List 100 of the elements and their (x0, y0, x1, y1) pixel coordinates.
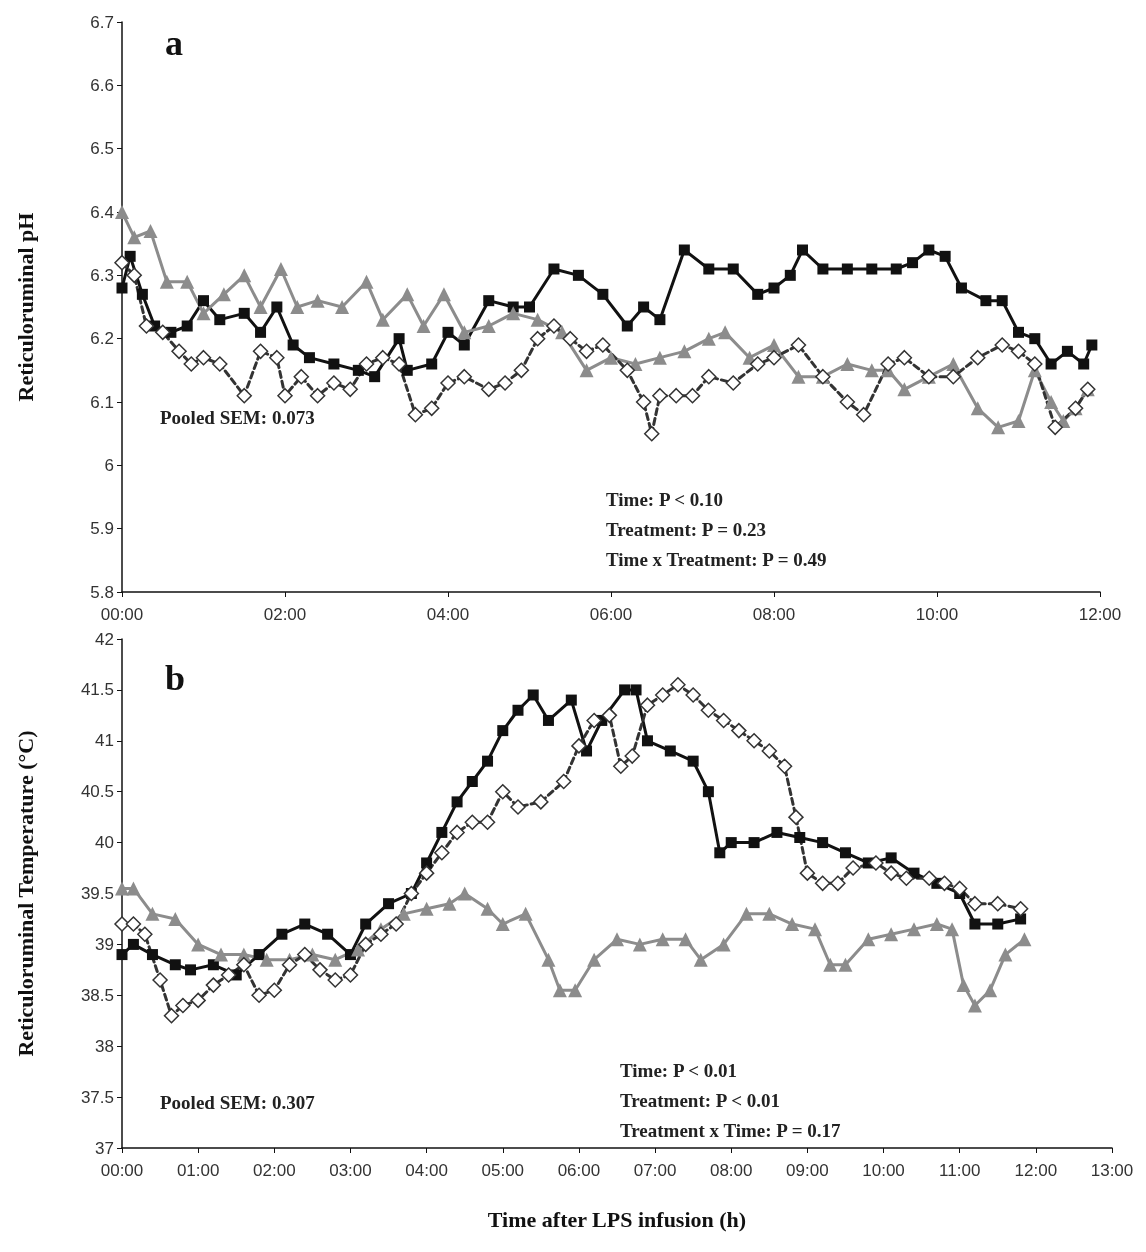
point (1086, 339, 1098, 351)
x-tick-label: 09:00 (786, 1161, 829, 1180)
point (945, 368, 962, 385)
point (542, 714, 554, 726)
point (654, 314, 666, 326)
annotation: Pooled SEM: 0.073 (160, 407, 315, 428)
point (678, 244, 690, 256)
point (992, 918, 1004, 930)
point (748, 837, 760, 849)
point (269, 349, 285, 366)
point (990, 895, 1006, 912)
point (191, 937, 206, 952)
annotation: Time: P < 0.10 (606, 489, 724, 510)
point (884, 927, 899, 942)
point (546, 318, 562, 334)
point (506, 306, 521, 321)
point (126, 267, 142, 284)
point (548, 263, 560, 275)
point (668, 387, 684, 404)
point (273, 262, 288, 276)
y-axis-title: Reticuloruminal Temperature (°C) (12, 730, 38, 1057)
point (839, 847, 851, 859)
point (791, 369, 806, 384)
point (124, 250, 136, 262)
x-tick-label: 12:00 (1078, 605, 1122, 624)
point (1061, 345, 1073, 357)
point (481, 381, 497, 398)
point (212, 356, 228, 372)
annotation: Treatment x Time: P = 0.17 (620, 1120, 841, 1141)
y-tick-label: 6.1 (90, 392, 114, 412)
x-tick-label: 01:00 (176, 1161, 220, 1180)
y-axis-title: Reticuloruminal pH (12, 212, 38, 402)
annotation: Treatment: P = 0.23 (606, 519, 766, 540)
point (1078, 358, 1090, 370)
point (1045, 358, 1057, 370)
point (885, 852, 897, 864)
point (287, 339, 299, 351)
point (823, 957, 838, 972)
y-tick-label: 40.5 (80, 782, 114, 802)
point (929, 917, 944, 932)
y-tick-label: 37.5 (80, 1087, 114, 1107)
point (998, 947, 1013, 962)
x-tick-label: 06:00 (589, 605, 633, 624)
point (299, 918, 311, 930)
point (281, 957, 298, 973)
point (312, 962, 328, 978)
point (342, 381, 358, 398)
point (253, 300, 268, 314)
point (855, 406, 872, 423)
point (419, 901, 434, 916)
point (632, 937, 647, 952)
y-tick-label: 39.5 (80, 884, 114, 903)
point (383, 898, 395, 910)
point (693, 952, 708, 967)
point (400, 287, 415, 302)
point (701, 368, 717, 385)
point (725, 375, 741, 391)
point (271, 301, 283, 313)
point (715, 712, 732, 729)
point (630, 684, 642, 696)
x-tick-label: 00:00 (100, 1161, 144, 1180)
point (766, 349, 782, 366)
point (183, 356, 200, 372)
point (621, 320, 633, 332)
x-tick-label: 02:00 (263, 605, 307, 624)
point (678, 932, 693, 947)
y-tick-label: 40 (95, 833, 114, 853)
point (436, 287, 451, 302)
point (746, 733, 762, 749)
y-tick-label: 6.3 (90, 265, 114, 285)
point (951, 880, 968, 897)
point (456, 368, 473, 385)
point (143, 224, 158, 238)
point (116, 282, 128, 294)
point (725, 837, 737, 849)
point (309, 387, 326, 404)
point (969, 918, 981, 930)
point (495, 917, 510, 932)
point (601, 707, 618, 724)
point (396, 906, 411, 921)
point (652, 387, 668, 404)
point (864, 363, 879, 378)
point (624, 748, 640, 764)
point (644, 425, 660, 442)
point (483, 295, 495, 307)
text: b (165, 658, 186, 698)
x-tick-label: 12:00 (1014, 1161, 1058, 1180)
point (587, 952, 602, 967)
x-tick-label: 11:00 (939, 1161, 981, 1180)
point (1047, 419, 1063, 436)
point (785, 917, 800, 932)
point (510, 799, 526, 815)
point (434, 845, 450, 861)
point (731, 722, 747, 739)
point (664, 745, 676, 757)
point (393, 333, 405, 345)
x-tick-label: 00:00 (100, 605, 144, 624)
point (328, 952, 343, 967)
point (185, 964, 197, 976)
point (252, 343, 269, 360)
